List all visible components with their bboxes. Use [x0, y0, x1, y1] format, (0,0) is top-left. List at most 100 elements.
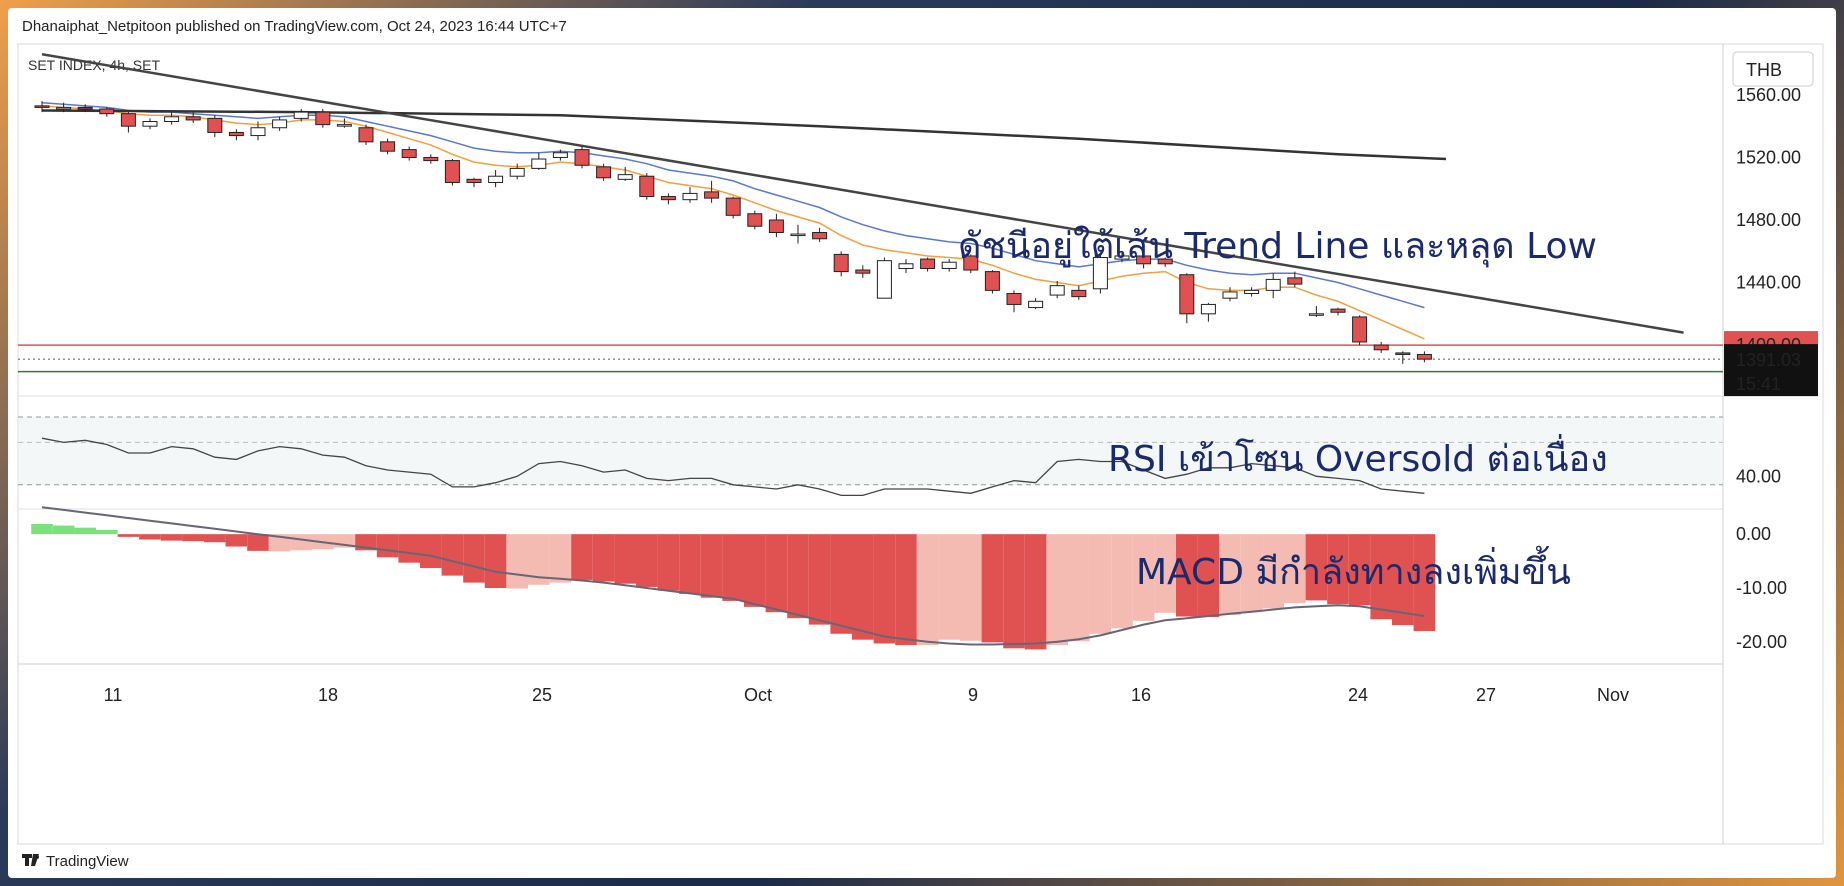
macd-histogram-bar	[1003, 534, 1025, 649]
macd-histogram-bar	[1046, 534, 1068, 646]
candle-down	[574, 149, 590, 166]
candle-down	[725, 197, 741, 216]
candle-up	[272, 119, 288, 129]
candle-down	[963, 255, 979, 271]
candle-up	[790, 233, 806, 237]
candle-down	[228, 131, 244, 137]
candle-up	[1049, 285, 1065, 296]
macd-histogram-bar	[571, 534, 593, 580]
macd-histogram-bar	[808, 534, 831, 625]
macd-histogram-bar	[1370, 534, 1392, 620]
candle-up	[164, 116, 180, 122]
trend-line	[41, 53, 1684, 334]
macd-histogram-bar	[700, 534, 723, 598]
time-tick-label: Oct	[744, 685, 772, 705]
candle-down	[315, 111, 331, 126]
macd-histogram-bar	[247, 534, 269, 551]
macd-histogram-bar	[636, 534, 658, 587]
candle-up	[142, 120, 158, 127]
candle-down	[34, 105, 50, 108]
annotation-macd: MACD มีกำลังทางลงเพิ่มขึ้น	[1136, 545, 1571, 593]
candle-down	[1330, 308, 1346, 313]
candle-down	[596, 166, 612, 179]
price-tick-label: 1560.00	[1736, 85, 1801, 105]
tradingview-logo[interactable]: TradingView	[22, 853, 129, 870]
annotation-trendline: ดัชนีอยู่ใต้เส้น Trend Line และหลุด Low	[958, 225, 1597, 268]
candle-up	[336, 124, 352, 127]
price-tick-label: 1480.00	[1736, 210, 1801, 230]
macd-histogram-bar	[52, 525, 75, 535]
macd-tick-label: -10.00	[1736, 578, 1787, 598]
published-byline: Dhanaiphat_Netpitoon published on Tradin…	[22, 18, 567, 35]
candle-down	[444, 160, 460, 183]
macd-histogram-bar	[1024, 534, 1047, 650]
macd-histogram-bar	[1154, 534, 1176, 613]
candle-up	[531, 158, 547, 169]
chart-frame: Dhanaiphat_Netpitoon published on Tradin…	[8, 8, 1836, 878]
candle-up	[941, 261, 957, 269]
candle-down	[855, 269, 871, 274]
candle-down	[185, 116, 201, 121]
macd-histogram-bar	[160, 534, 183, 541]
candle-up	[488, 175, 504, 183]
candle-up	[56, 106, 72, 110]
macd-histogram-bar	[506, 534, 528, 589]
macd-histogram-bar	[1262, 534, 1284, 609]
macd-histogram-bar	[96, 529, 118, 535]
macd-histogram-bar	[441, 534, 464, 576]
macd-histogram-bar	[549, 534, 572, 583]
time-tick-label: 27	[1476, 685, 1496, 705]
currency-label: THB	[1746, 60, 1782, 80]
candle-down	[423, 156, 439, 162]
macd-histogram-bar	[398, 534, 420, 563]
macd-histogram-bar	[873, 534, 896, 644]
candle-down	[380, 141, 396, 152]
last-price-badge	[1724, 344, 1818, 397]
time-tick-label: 16	[1131, 685, 1151, 705]
macd-histogram-bar	[787, 534, 809, 619]
macd-histogram-bar	[1176, 534, 1198, 617]
candlesticks	[34, 101, 1432, 364]
candle-up	[1265, 278, 1281, 291]
candle-up	[898, 263, 914, 269]
macd-histogram-bar	[722, 534, 744, 601]
time-tick-label: 25	[532, 685, 552, 705]
macd-histogram-bar	[1240, 534, 1263, 613]
candle-up	[682, 192, 698, 201]
time-tick-label: Nov	[1597, 685, 1629, 705]
candle-up	[617, 174, 633, 180]
macd-histogram-bar	[117, 534, 140, 537]
candle-down	[704, 191, 720, 199]
candle-down	[99, 108, 115, 115]
macd-histogram-bar	[1413, 534, 1436, 632]
candle-down	[812, 232, 828, 240]
macd-histogram-bar	[463, 534, 485, 583]
macd-histogram-bar	[31, 523, 53, 535]
tradingview-brand: TradingView	[46, 853, 129, 870]
currency-box[interactable]	[1732, 51, 1814, 87]
macd-histogram-bar	[960, 534, 982, 641]
macd-histogram-bar	[1068, 534, 1090, 642]
macd-histogram-bar	[484, 534, 507, 588]
candle-up	[293, 111, 309, 119]
candle-down	[833, 253, 849, 273]
candle-up	[552, 152, 568, 158]
macd-histogram-bar	[916, 534, 939, 646]
macd-histogram-bar	[376, 534, 399, 558]
candle-down	[1373, 344, 1389, 351]
ema-mid-line	[41, 101, 1425, 309]
candle-down	[747, 213, 763, 227]
macd-histogram-bar	[895, 534, 917, 646]
macd-histogram-bar	[765, 534, 788, 613]
time-tick-label: 18	[318, 685, 338, 705]
time-tick-label: 24	[1348, 685, 1368, 705]
last-price-label: 1391.03	[1736, 350, 1801, 370]
candle-down	[466, 178, 482, 183]
time-tick-label: 9	[968, 685, 978, 705]
candle-down	[660, 196, 676, 201]
macd-histogram-bar	[830, 534, 852, 634]
macd-histogram-bar	[852, 534, 874, 640]
macd-histogram-bar	[679, 534, 701, 594]
candle-down	[1416, 353, 1432, 360]
